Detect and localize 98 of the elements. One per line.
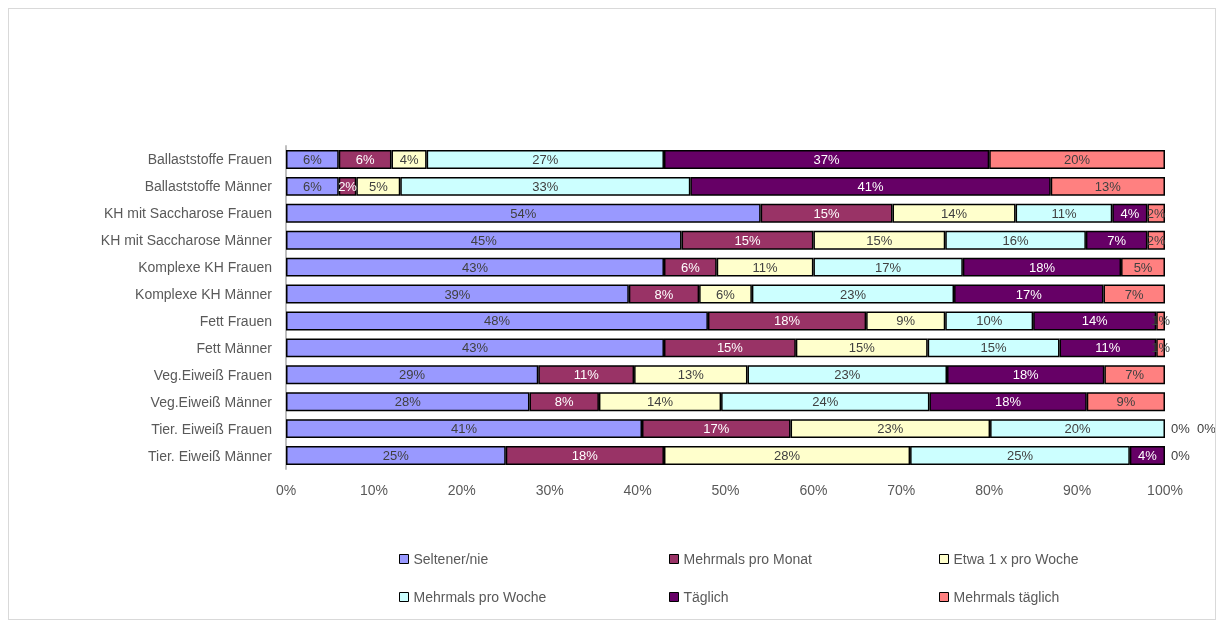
data-label: 15% xyxy=(980,340,1008,356)
data-label: 6% xyxy=(302,151,323,167)
y-tick-label: Komplexe KH Frauen xyxy=(138,259,272,276)
data-label: 24% xyxy=(812,394,839,410)
x-tick-label: 0% xyxy=(275,482,297,498)
data-label: 7% xyxy=(1125,367,1145,383)
data-label: 25% xyxy=(382,448,410,464)
legend-label: Mehrmals pro Monat xyxy=(683,551,812,567)
data-label: 25% xyxy=(1006,448,1034,464)
x-tick-label: 10% xyxy=(359,482,388,498)
y-tick-label: Veg.Eiweiß Männer xyxy=(150,393,273,410)
y-tick-label: Tier. Eiweiß Männer xyxy=(148,447,273,464)
x-tick-label: 60% xyxy=(799,482,828,498)
data-label: 0% xyxy=(1197,421,1217,437)
data-label: 33% xyxy=(532,178,559,194)
data-label: 15% xyxy=(848,340,876,356)
data-label: 8% xyxy=(654,286,674,302)
data-label: 43% xyxy=(461,259,489,275)
data-label: 11% xyxy=(1051,205,1077,221)
data-label: 18% xyxy=(1028,259,1056,275)
data-label: 4% xyxy=(399,151,419,167)
data-label: 17% xyxy=(703,421,730,437)
x-tick-label: 100% xyxy=(1147,482,1183,498)
data-label: 4% xyxy=(1138,448,1158,464)
data-label: 20% xyxy=(1064,421,1091,437)
data-label: 5% xyxy=(1133,259,1153,275)
x-tick-label: 70% xyxy=(887,482,916,498)
data-label: 15% xyxy=(866,232,893,248)
data-label: 23% xyxy=(834,367,861,383)
data-label: 6% xyxy=(716,286,736,302)
data-label: 15% xyxy=(716,340,744,356)
data-label: 6% xyxy=(355,151,375,167)
data-label: 14% xyxy=(647,394,674,410)
data-label: 7% xyxy=(1107,232,1127,248)
data-label: 28% xyxy=(394,394,422,410)
y-tick-label: Veg.Eiweiß Frauen xyxy=(153,366,272,383)
data-label: 6% xyxy=(680,259,701,275)
data-label: 11% xyxy=(573,367,600,383)
legend-label: Mehrmals täglich xyxy=(953,589,1060,605)
y-tick-label: Fett Männer xyxy=(196,339,273,356)
legend-label: Etwa 1 x pro Woche xyxy=(953,551,1079,567)
x-tick-label: 80% xyxy=(975,482,1004,498)
x-tick-label: 30% xyxy=(535,482,564,498)
x-tick-label: 20% xyxy=(447,482,476,498)
data-label: 14% xyxy=(1081,313,1109,329)
data-label: 41% xyxy=(450,421,478,437)
data-label: 4% xyxy=(1120,205,1140,221)
data-label: 18% xyxy=(995,394,1022,410)
data-label: 18% xyxy=(774,313,801,329)
data-label: 17% xyxy=(1015,286,1043,302)
y-tick-label: KH mit Saccharose Männer xyxy=(100,232,273,249)
data-label: 16% xyxy=(1002,232,1030,248)
data-label: 5% xyxy=(368,178,389,194)
data-label: 9% xyxy=(896,313,916,329)
data-label: 15% xyxy=(734,232,761,248)
y-tick-label: Ballaststoffe Frauen xyxy=(147,151,272,168)
data-label: 1% xyxy=(1151,340,1171,356)
data-label: 13% xyxy=(677,367,705,383)
x-tick-label: 90% xyxy=(1063,482,1092,498)
data-label: 43% xyxy=(461,340,489,356)
data-label: 8% xyxy=(554,394,575,410)
data-label: 0% xyxy=(1171,421,1191,437)
y-tick-label: KH mit Saccharose Frauen xyxy=(103,205,272,222)
data-label: 17% xyxy=(875,259,902,275)
legend-label: Täglich xyxy=(683,589,729,605)
data-label: 11% xyxy=(1095,340,1121,356)
data-label: 13% xyxy=(1094,178,1122,194)
y-tick-label: Ballaststoffe Männer xyxy=(144,178,273,195)
data-label: 23% xyxy=(839,286,867,302)
data-label: 41% xyxy=(857,178,884,194)
legend-label: Seltener/nie xyxy=(413,551,489,567)
data-label: 10% xyxy=(976,313,1003,329)
data-label: 39% xyxy=(444,286,471,302)
data-label: 20% xyxy=(1064,151,1091,167)
data-label: 37% xyxy=(813,151,841,167)
data-label: 18% xyxy=(1012,367,1040,383)
data-label: 7% xyxy=(1124,286,1145,302)
data-label: 14% xyxy=(941,205,968,221)
data-label: 27% xyxy=(532,151,559,167)
y-tick-label: Fett Frauen xyxy=(199,312,272,329)
y-tick-label: Komplexe KH Männer xyxy=(135,286,273,303)
data-label: 29% xyxy=(399,367,426,383)
y-tick-label: Tier. Eiweiß Frauen xyxy=(151,420,272,437)
data-label: 54% xyxy=(510,205,537,221)
data-label: 9% xyxy=(1116,394,1136,410)
data-label: 28% xyxy=(774,448,801,464)
x-tick-label: 50% xyxy=(711,482,740,498)
data-label: 48% xyxy=(483,313,511,329)
data-label: 23% xyxy=(877,421,904,437)
legend-label: Mehrmals pro Woche xyxy=(413,589,547,605)
data-label: 45% xyxy=(470,232,498,248)
data-label: 6% xyxy=(302,178,323,194)
data-label: 15% xyxy=(813,205,841,221)
data-label: 1% xyxy=(1151,313,1171,329)
data-label: 0% xyxy=(1171,448,1191,464)
x-tick-label: 40% xyxy=(623,482,652,498)
data-label: 11% xyxy=(752,259,779,275)
data-label: 18% xyxy=(571,448,599,464)
